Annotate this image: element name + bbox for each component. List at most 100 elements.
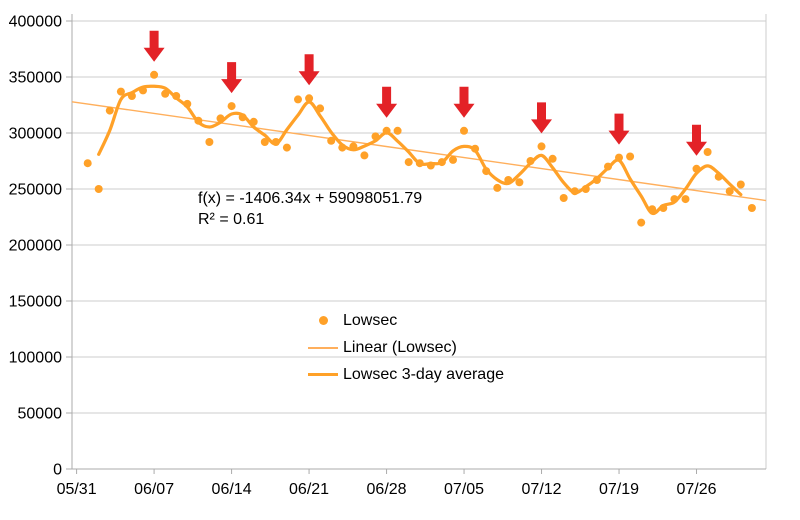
down-arrow-icon — [221, 62, 243, 94]
y-axis-label: 0 — [53, 462, 62, 479]
data-point — [316, 104, 325, 113]
data-point — [637, 218, 646, 227]
y-axis-label: 300000 — [9, 126, 62, 143]
data-point — [592, 176, 601, 184]
gridlines — [66, 20, 766, 470]
y-axis-label: 400000 — [9, 14, 62, 31]
data-point — [116, 87, 125, 96]
data-point — [626, 152, 635, 161]
legend-item-average: Lowsec 3-day average — [307, 361, 504, 388]
data-point — [338, 143, 347, 152]
y-axis-label: 150000 — [9, 294, 62, 311]
down-arrow-icon — [686, 124, 707, 156]
data-point — [94, 185, 103, 193]
trendline-equation-line1: f(x) = -1406.34x + 59098051.79 — [198, 190, 423, 207]
data-point — [526, 157, 535, 165]
data-point — [161, 89, 170, 98]
data-point — [216, 114, 225, 123]
x-axis-labels: 05/31 06/07 06/14 06/21 06/28 07/05 07/12 07/19… — [57, 469, 717, 498]
data-point — [648, 205, 657, 214]
data-point — [327, 136, 336, 145]
data-point — [360, 151, 369, 160]
y-axis-label: 350000 — [9, 70, 62, 87]
data-point — [515, 178, 524, 187]
legend-item-linear: Linear (Lowsec) — [307, 334, 504, 361]
linear-line-marker-icon — [307, 346, 339, 349]
data-point — [294, 95, 302, 104]
data-point — [139, 86, 147, 95]
down-arrow-icon — [453, 86, 475, 118]
down-arrow-icon — [143, 30, 165, 62]
chart-legend: Lowsec Linear (Lowsec) Lowsec 3-day aver… — [307, 307, 504, 388]
x-axis-label: 06/07 — [134, 481, 174, 498]
data-point — [260, 138, 269, 146]
data-point — [172, 92, 181, 100]
data-point — [150, 70, 159, 79]
data-point — [183, 99, 192, 108]
trendline-r-squared: R² = 0.61 — [198, 211, 265, 228]
data-point — [349, 142, 358, 151]
down-arrow-icon — [608, 113, 630, 145]
data-point — [559, 194, 568, 202]
data-point — [105, 106, 114, 115]
legend-label-lowsec: Lowsec — [343, 311, 398, 329]
data-point — [194, 116, 203, 125]
data-point — [692, 164, 701, 173]
data-point — [415, 159, 424, 168]
lowsec-dot-marker-icon — [307, 316, 339, 325]
x-axis-label: 05/31 — [57, 481, 97, 498]
data-point — [437, 158, 446, 167]
data-point — [736, 180, 745, 189]
down-arrow-icon — [531, 102, 552, 134]
x-axis-label: 07/12 — [522, 481, 562, 498]
data-point — [282, 143, 291, 152]
data-point — [714, 172, 723, 181]
legend-label-linear: Linear (Lowsec) — [343, 338, 457, 356]
data-point — [205, 138, 214, 146]
data-point — [581, 185, 590, 193]
data-point — [382, 126, 391, 135]
y-axis-label: 250000 — [9, 182, 62, 199]
x-axis-label: 07/26 — [676, 481, 716, 498]
data-point — [227, 102, 236, 111]
data-point — [537, 142, 546, 151]
data-point — [238, 113, 247, 122]
down-arrow-icon — [376, 86, 398, 118]
legend-item-lowsec: Lowsec — [307, 307, 504, 334]
y-axis-label: 100000 — [9, 350, 62, 367]
axes — [71, 14, 767, 470]
y-axis-labels: 0 50000 100000 150000 200000 250000 300000 3500… — [9, 14, 62, 479]
data-point — [271, 138, 280, 146]
data-point — [426, 161, 435, 170]
data-point — [83, 159, 92, 168]
data-point — [449, 155, 457, 164]
x-axis-label: 07/05 — [444, 481, 484, 498]
data-point — [305, 94, 314, 103]
data-point — [471, 144, 480, 153]
data-point — [493, 183, 502, 192]
data-point — [747, 204, 756, 212]
x-axis-label: 07/19 — [599, 481, 639, 498]
x-axis-label: 06/21 — [289, 481, 329, 498]
average-line-marker-icon — [307, 373, 339, 376]
data-point — [681, 195, 690, 204]
x-axis-label: 06/14 — [212, 481, 252, 498]
data-point — [371, 132, 380, 141]
data-point — [548, 154, 557, 163]
data-point — [703, 148, 712, 156]
peak-arrows — [143, 30, 707, 156]
data-point — [570, 187, 579, 196]
trendline-equation: f(x) = -1406.34x + 59098051.79 R² = 0.61 — [198, 188, 422, 230]
down-arrow-icon — [298, 54, 320, 86]
data-point — [249, 117, 258, 126]
data-point — [127, 92, 136, 100]
series-lowsec-points — [83, 70, 756, 227]
data-point — [393, 126, 402, 135]
data-point — [482, 167, 491, 176]
data-point — [615, 153, 623, 162]
data-point — [659, 204, 668, 212]
data-point — [504, 176, 513, 184]
legend-label-average: Lowsec 3-day average — [343, 365, 504, 383]
